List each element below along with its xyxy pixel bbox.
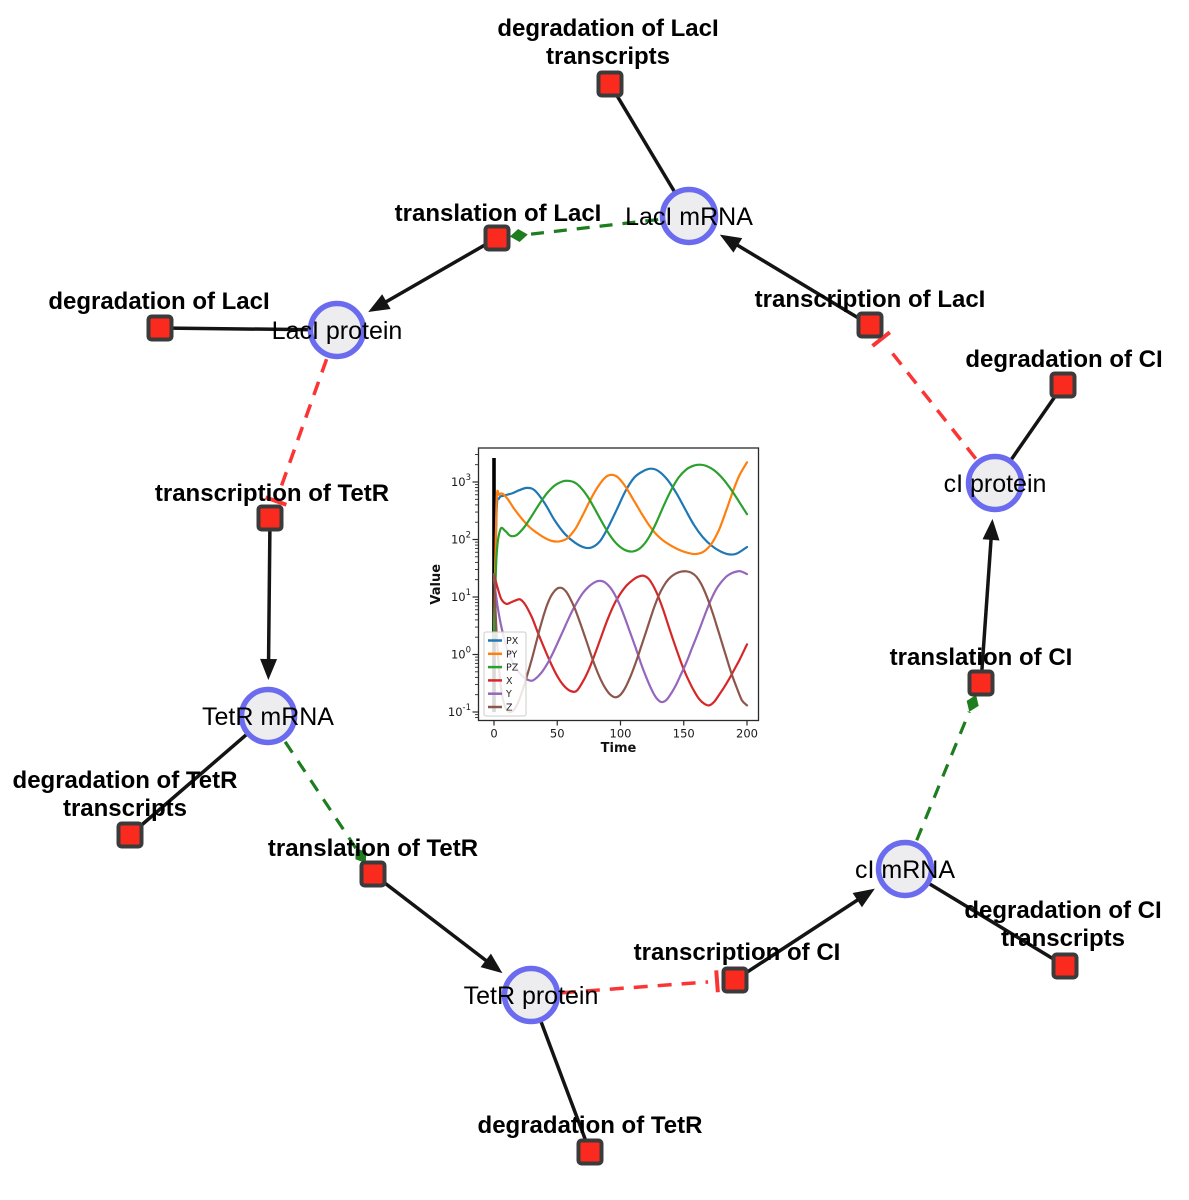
- edge-modifier-tetr-mrna-to-translation-tetr: [283, 740, 367, 864]
- reaction-node-deg-tetr: [576, 1138, 604, 1166]
- edge-modifier-ci-mrna-to-translation-ci: [915, 695, 979, 841]
- reaction-node-deg-ci-transcripts: [1051, 952, 1079, 980]
- x-tick-0: 0: [490, 727, 497, 741]
- edge-product-transcription-ci-to-ci-mrna: [734, 888, 875, 982]
- reaction-node-transcription-ci: [721, 966, 749, 994]
- series-PX-line: [492, 467, 749, 639]
- edge-inhibitor-laci-protein-to-transcription-tetr: [265, 358, 329, 507]
- reaction-label-deg-ci-transcripts: degradation of CI transcripts: [964, 897, 1161, 952]
- x-tick-200: 200: [736, 727, 758, 741]
- chart-axes-box: [477, 447, 760, 722]
- reaction-label-translation-ci: translation of CI: [890, 644, 1073, 671]
- chart-background: [428, 438, 773, 760]
- species-node-laci-protein: [307, 300, 367, 360]
- series-Y-line: [492, 569, 749, 704]
- edge-reactant-laci-protein-to-deg-laci: [159, 326, 338, 332]
- x-tick-150: 150: [673, 727, 695, 741]
- species-label-ci-protein: cI protein: [944, 470, 1047, 498]
- x-tick-50: 50: [550, 727, 565, 741]
- reaction-node-translation-tetr: [359, 860, 387, 888]
- species-label-laci-mrna: LacI mRNA: [625, 203, 753, 231]
- x-axis-title: Time: [601, 741, 637, 756]
- reaction-node-translation-laci: [483, 224, 511, 252]
- legend-entry-PZ: PZ: [506, 663, 519, 674]
- reaction-node-deg-tetr-transcripts: [116, 821, 144, 849]
- reaction-label-deg-laci: degradation of LacI: [48, 288, 269, 315]
- time-series-chart: 0 50 100 150 20010310210110010-1TimeValuePXP…: [428, 438, 773, 760]
- legend-entry-PX: PX: [506, 636, 519, 647]
- reaction-label-deg-tetr: degradation of TetR: [478, 1112, 703, 1139]
- species-node-ci-mrna: [875, 839, 935, 899]
- reaction-label-deg-laci-transcripts: degradation of LacI transcripts: [497, 15, 718, 70]
- reaction-node-deg-laci-transcripts: [596, 70, 624, 98]
- reaction-label-translation-laci: translation of LacI: [395, 200, 602, 227]
- labels-layer: degradation of LacI transcripts translatio…: [13, 15, 1163, 1139]
- edge-reactant-tetr-mrna-to-deg-tetr-transcripts: [128, 714, 270, 837]
- nodes-layer: [116, 70, 1079, 1166]
- edge-inhibitor-ci-protein-to-transcription-laci: [871, 330, 978, 460]
- reaction-node-transcription-laci: [856, 311, 884, 339]
- edge-product-transcription-laci-to-laci-mrna: [719, 234, 871, 327]
- edge-inhibitor-tetr-protein-to-transcription-ci: [561, 970, 720, 995]
- edge-modifier-laci-mrna-to-translation-laci: [509, 217, 659, 242]
- edges-layer: [128, 83, 1066, 1153]
- legend-entry-Y: Y: [505, 689, 512, 700]
- reaction-label-deg-ci: degradation of CI: [965, 346, 1162, 373]
- legend-entry-PY: PY: [506, 649, 518, 660]
- reaction-label-transcription-ci: transcription of CI: [634, 939, 841, 966]
- chart-legend: PX PY PZ XYZ: [483, 631, 527, 717]
- species-node-laci-mrna: [659, 186, 719, 246]
- edge-product-transcription-tetr-to-tetr-mrna: [260, 517, 278, 681]
- species-node-tetr-mrna: [238, 686, 298, 746]
- species-label-ci-mrna: cI mRNA: [855, 856, 955, 884]
- species-node-ci-protein: [965, 453, 1025, 513]
- edge-reactant-ci-mrna-to-deg-ci-transcripts: [904, 867, 1066, 968]
- species-label-tetr-mrna: TetR mRNA: [202, 703, 334, 731]
- legend-entry-X: X: [506, 676, 513, 687]
- reaction-label-translation-tetr: translation of TetR: [268, 835, 478, 862]
- reaction-label-deg-tetr-transcripts: degradation of TetR transcripts: [13, 767, 238, 822]
- series-PZ-line: [492, 463, 749, 639]
- x-tick-100: 100: [610, 727, 632, 741]
- reaction-node-deg-laci: [146, 314, 174, 342]
- species-label-tetr-protein: TetR protein: [464, 982, 599, 1010]
- reaction-node-deg-ci: [1049, 371, 1077, 399]
- reaction-node-translation-ci: [967, 669, 995, 697]
- edge-product-translation-tetr-to-tetr-protein: [371, 872, 503, 974]
- series-PY-line: [492, 461, 749, 639]
- series-X-line: [492, 573, 749, 707]
- species-node-tetr-protein: [501, 965, 561, 1025]
- reaction-label-transcription-laci: transcription of LacI: [755, 286, 986, 313]
- legend-entry-Z: Z: [506, 703, 513, 714]
- reaction-node-transcription-tetr: [256, 504, 284, 532]
- edge-product-translation-ci-to-ci-protein: [979, 518, 1000, 684]
- y-axis-title: Value: [429, 564, 444, 605]
- species-label-laci-protein: LacI protein: [272, 317, 403, 345]
- reaction-label-transcription-tetr: transcription of TetR: [155, 480, 389, 507]
- edge-product-translation-laci-to-laci-protein: [368, 236, 498, 313]
